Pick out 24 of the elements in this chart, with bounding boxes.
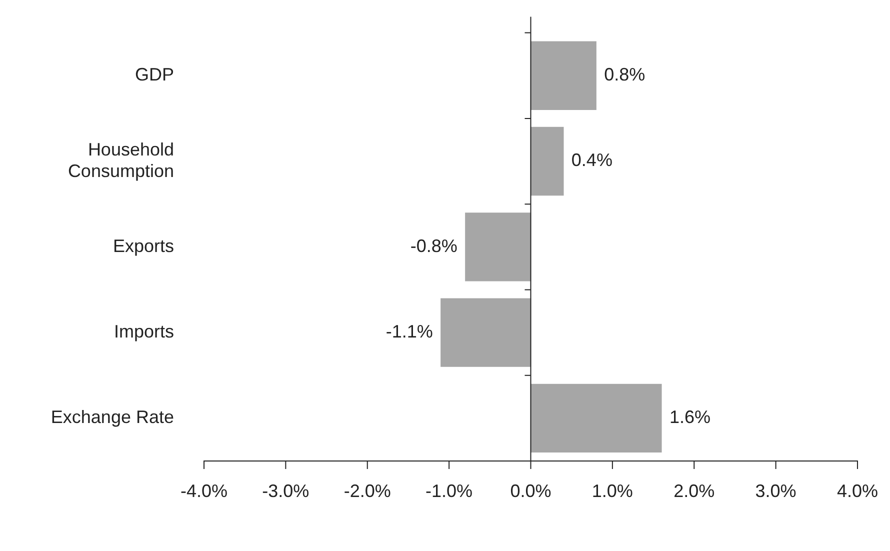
data-label: 0.4% — [571, 150, 612, 170]
bar — [530, 384, 662, 453]
data-label: -1.1% — [386, 322, 433, 342]
y-tick-label: Exchange Rate — [50, 407, 174, 428]
x-tick-label: -4.0% — [180, 480, 228, 501]
x-tick-label: 1.0% — [592, 480, 633, 501]
x-tick-label: -3.0% — [262, 480, 310, 501]
y-tick-label: Exports — [112, 236, 174, 256]
bar — [530, 41, 596, 110]
bar — [440, 298, 532, 367]
x-tick-label: 0.0% — [510, 480, 552, 501]
data-label: 0.8% — [604, 64, 646, 85]
x-tick-label: 3.0% — [755, 480, 796, 501]
y-tick-label: Household Consumption — [68, 139, 174, 182]
x-tick-label: -2.0% — [344, 480, 391, 501]
x-tick-label: -1.0% — [426, 480, 473, 501]
y-tick-label: GDP — [134, 64, 174, 85]
x-tick-label: 4.0% — [836, 480, 878, 501]
data-label: -0.8% — [410, 236, 458, 256]
data-label: 1.6% — [669, 407, 710, 428]
x-tick-label: 2.0% — [674, 480, 715, 501]
y-tick-label: Imports — [114, 322, 174, 342]
bar — [465, 212, 532, 282]
bar — [530, 126, 564, 196]
